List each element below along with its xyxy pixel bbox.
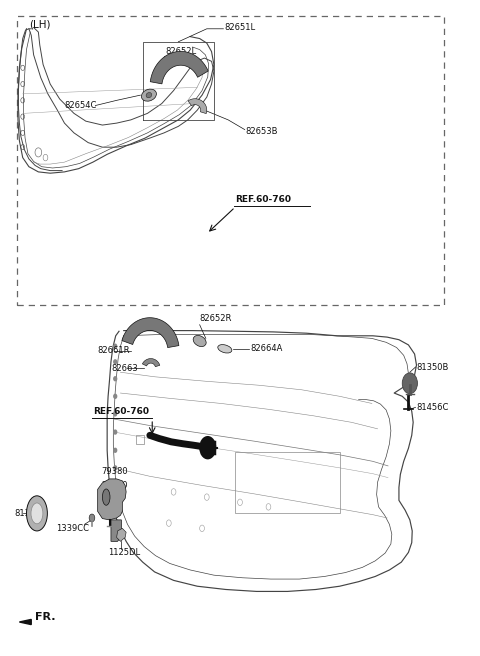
Bar (17, 16, 444, 305)
Text: 1125DL: 1125DL (108, 548, 140, 557)
Text: 82653B: 82653B (246, 127, 278, 136)
Circle shape (114, 394, 117, 398)
Ellipse shape (218, 344, 232, 353)
Ellipse shape (26, 496, 48, 531)
Circle shape (199, 436, 216, 459)
Bar (136, 435, 144, 443)
Circle shape (114, 377, 117, 380)
Text: 82652R: 82652R (200, 314, 232, 323)
Circle shape (114, 466, 117, 470)
Circle shape (89, 514, 95, 522)
Polygon shape (143, 359, 160, 367)
Text: 82654C: 82654C (64, 101, 97, 110)
Ellipse shape (142, 89, 156, 101)
Text: 82664A: 82664A (251, 344, 283, 354)
Circle shape (402, 373, 418, 394)
Circle shape (114, 412, 117, 416)
Circle shape (114, 360, 117, 364)
Text: 79390: 79390 (101, 481, 128, 490)
Text: 82651L: 82651L (225, 23, 256, 32)
Text: REF.60-760: REF.60-760 (93, 407, 149, 416)
Text: 82663: 82663 (111, 364, 138, 373)
Polygon shape (19, 619, 31, 625)
Text: REF.60-760: REF.60-760 (235, 195, 291, 205)
Circle shape (114, 430, 117, 434)
Polygon shape (150, 51, 208, 84)
Polygon shape (188, 98, 207, 113)
Ellipse shape (102, 489, 110, 505)
Text: 79380: 79380 (101, 466, 128, 476)
Polygon shape (122, 318, 179, 348)
Polygon shape (97, 479, 126, 520)
Ellipse shape (193, 335, 206, 346)
Text: 81456C: 81456C (417, 403, 449, 412)
Circle shape (114, 448, 117, 452)
Ellipse shape (146, 92, 152, 98)
Text: FR.: FR. (35, 613, 56, 623)
Text: 81335: 81335 (14, 509, 41, 518)
Text: 81350B: 81350B (417, 363, 449, 371)
Polygon shape (111, 520, 121, 541)
Ellipse shape (31, 503, 43, 523)
Text: 82661R: 82661R (97, 346, 130, 356)
Text: (LH): (LH) (29, 20, 50, 30)
Circle shape (114, 344, 117, 348)
Text: 82652L: 82652L (166, 47, 197, 56)
Text: 1339CC: 1339CC (56, 524, 89, 533)
Polygon shape (117, 528, 126, 541)
